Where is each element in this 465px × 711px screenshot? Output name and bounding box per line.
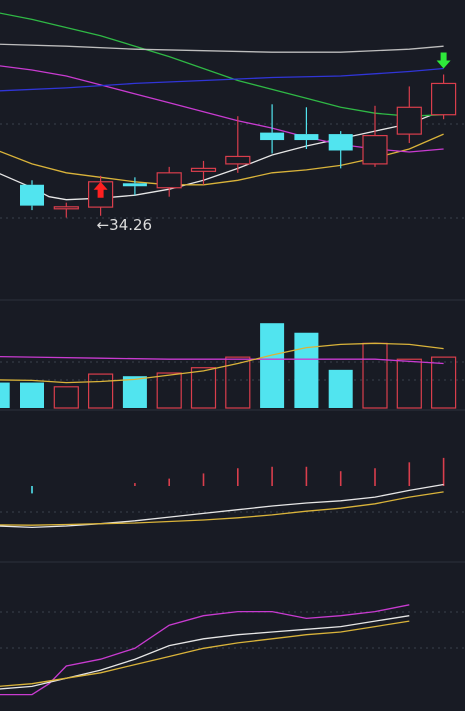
candle-body bbox=[260, 132, 285, 141]
volume-ma-line-ma_yellow bbox=[0, 342, 444, 384]
price-candles bbox=[20, 52, 457, 218]
volume-ma-lines bbox=[0, 342, 444, 384]
volume-bar bbox=[0, 382, 10, 408]
volume-bar bbox=[294, 332, 319, 408]
volume-bar bbox=[396, 358, 422, 409]
candle-body bbox=[53, 206, 79, 210]
candle-body bbox=[328, 134, 353, 151]
macd-line-ma_yellow bbox=[0, 491, 444, 526]
candle-body bbox=[396, 106, 422, 135]
candle-body bbox=[294, 134, 319, 141]
kdj-lines bbox=[0, 604, 410, 696]
candle-body bbox=[362, 134, 388, 165]
grid-lines bbox=[0, 123, 465, 649]
candle-body bbox=[122, 183, 147, 187]
kdj-line-ma_magenta bbox=[0, 604, 410, 696]
price-ma-line-ma_green bbox=[0, 12, 444, 117]
volume-bar bbox=[431, 356, 457, 409]
buy-arrow-icon bbox=[93, 181, 108, 198]
price-ma-line-ma_gray bbox=[0, 43, 444, 53]
volume-bars bbox=[0, 323, 457, 409]
macd-histogram bbox=[31, 457, 445, 494]
macd-lines bbox=[0, 483, 444, 529]
volume-bar bbox=[122, 376, 147, 408]
volume-bar bbox=[53, 386, 79, 409]
macd-line-ma_white bbox=[0, 483, 444, 529]
volume-bar bbox=[225, 356, 251, 409]
volume-bar bbox=[362, 342, 388, 409]
volume-bar bbox=[190, 367, 217, 409]
candle-body bbox=[190, 167, 217, 172]
kdj-line-ma_white bbox=[0, 615, 410, 690]
low-price-annotation: ←34.26 bbox=[97, 216, 153, 234]
candle-body bbox=[156, 172, 182, 189]
volume-bar bbox=[20, 382, 44, 408]
volume-bar bbox=[87, 373, 114, 409]
volume-bar bbox=[260, 323, 285, 408]
candle-body bbox=[225, 155, 251, 165]
volume-ma-line-ma_magenta bbox=[0, 355, 444, 365]
panel-separators bbox=[0, 299, 465, 563]
volume-bar bbox=[328, 369, 353, 408]
price-ma-lines bbox=[0, 12, 444, 201]
volume-bar bbox=[156, 372, 182, 409]
candle-body bbox=[431, 82, 457, 116]
kdj-line-ma_yellow bbox=[0, 620, 410, 687]
sell-arrow-icon bbox=[436, 52, 451, 69]
candle-body bbox=[20, 184, 44, 206]
price-ma-line-ma_blue bbox=[0, 67, 444, 92]
